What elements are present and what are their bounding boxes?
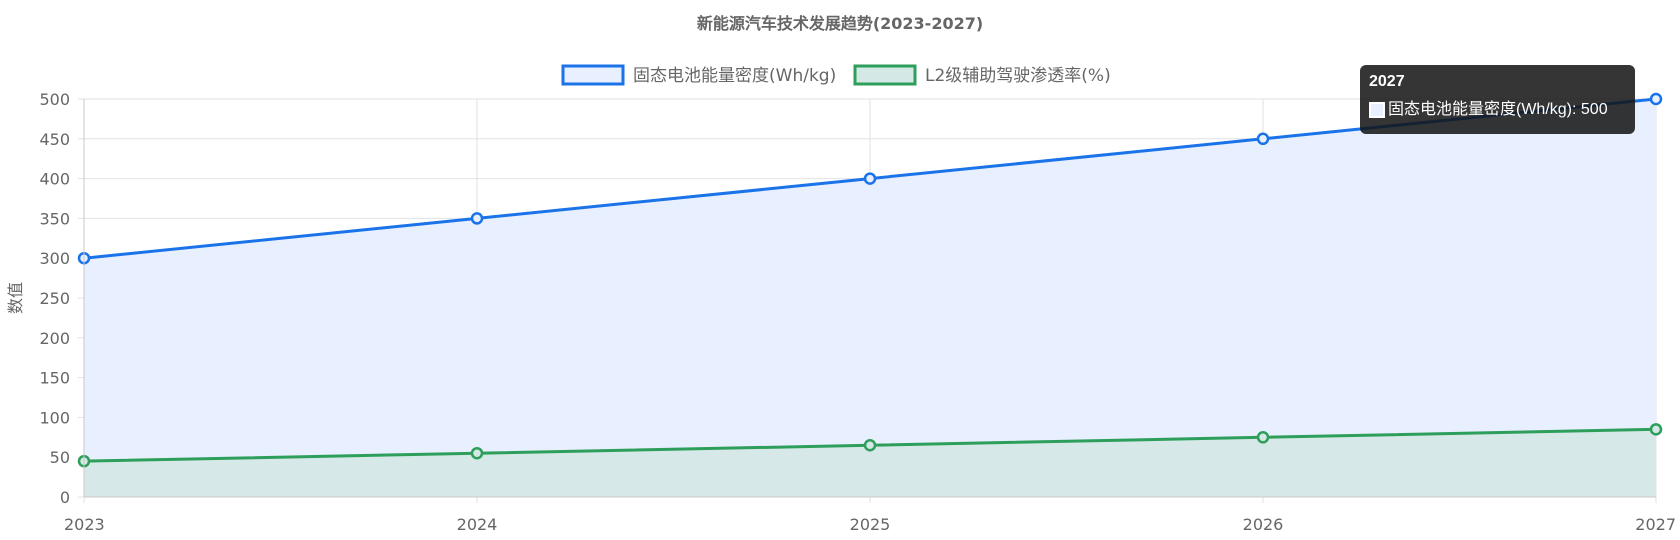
x-tick-label: 2024 [457, 515, 498, 534]
series-area [84, 99, 1656, 497]
series-area [84, 429, 1656, 497]
y-tick-label: 350 [39, 209, 70, 228]
y-tick-label: 500 [39, 90, 70, 109]
series-layer [77, 92, 1663, 497]
tooltip-title: 2027 [1369, 73, 1405, 90]
tooltip-row: 固态电池能量密度(Wh/kg): 500 [1369, 100, 1626, 120]
data-point [863, 172, 877, 185]
tooltip: 2027 固态电池能量密度(Wh/kg): 500 [1360, 65, 1635, 134]
data-point [1649, 423, 1663, 436]
legend-label: 固态电池能量密度(Wh/kg) [633, 66, 836, 86]
y-tick-label: 150 [39, 369, 70, 388]
legend-label: L2级辅助驾驶渗透率(%) [925, 66, 1111, 86]
y-tick-label: 0 [60, 488, 70, 507]
y-axis-label: 数值 [6, 282, 25, 314]
legend: 固态电池能量密度(Wh/kg) L2级辅助驾驶渗透率(%) [561, 64, 1111, 86]
x-tick-label: 2023 [64, 515, 105, 534]
tooltip-swatch [1369, 102, 1385, 118]
y-tick-label: 400 [39, 170, 70, 189]
data-point [1256, 132, 1270, 146]
axes: 0 50 100 150 200 250 300 350 400 450 500 2023 2024 20… [39, 90, 1676, 534]
x-tick-label: 2026 [1243, 515, 1284, 534]
legend-swatch [853, 64, 917, 86]
chart-title: 新能源汽车技术发展趋势(2023-2027) [697, 14, 983, 33]
x-tick-label: 2025 [850, 515, 891, 534]
data-point [1649, 92, 1663, 106]
x-tick-label: 2027 [1635, 515, 1676, 534]
y-tick-label: 450 [39, 130, 70, 149]
data-point [863, 439, 877, 452]
y-tick-label: 250 [39, 289, 70, 308]
y-tick-label: 50 [50, 448, 70, 467]
data-point [470, 212, 484, 225]
legend-swatch [561, 64, 625, 86]
legend-item-2: L2级辅助驾驶渗透率(%) [853, 64, 1111, 86]
y-tick-label: 100 [39, 408, 70, 427]
legend-item-1: 固态电池能量密度(Wh/kg) [561, 64, 836, 86]
y-tick-label: 300 [39, 249, 70, 268]
data-point [1256, 431, 1270, 444]
tooltip-label: 固态电池能量密度(Wh/kg): 500 [1388, 101, 1608, 118]
y-tick-label: 200 [39, 329, 70, 348]
data-point [470, 446, 484, 460]
